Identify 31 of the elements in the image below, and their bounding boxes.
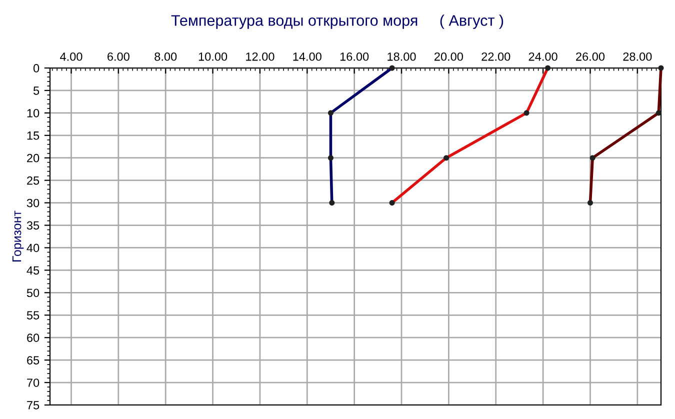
y-tick-label: 5 — [33, 86, 40, 95]
y-tick-label: 40 — [26, 244, 40, 252]
y-tick-label: 10 — [27, 108, 40, 118]
y-tick-label: 45 — [26, 266, 40, 275]
y-axis-title: Горизонт — [12, 210, 24, 262]
x-tick-label: 26.00 — [576, 52, 605, 61]
y-tick-label: 30 — [26, 198, 40, 208]
x-tick-label: 20.00 — [434, 52, 463, 61]
x-tick-label: 22.00 — [482, 52, 510, 61]
y-tick-label: 50 — [26, 288, 40, 298]
x-tick-label: 6.00 — [108, 52, 130, 61]
x-tick-label: 18.00 — [388, 52, 416, 61]
x-tick-label: 12.00 — [246, 52, 274, 61]
y-tick-label: 35 — [26, 221, 40, 230]
x-tick-label: 16.00 — [340, 52, 369, 61]
y-tick-label: 75 — [27, 401, 40, 410]
x-tick-label: 8.00 — [154, 52, 177, 61]
x-tick-label: 24.00 — [528, 52, 558, 61]
y-tick-label: 65 — [27, 356, 40, 364]
x-tick-label: 28.00 — [623, 52, 652, 61]
y-tick-label: 70 — [27, 378, 40, 387]
y-tick-label: 0 — [33, 64, 40, 72]
y-tick-label: 15 — [27, 132, 40, 140]
x-tick-label: 10.00 — [198, 52, 228, 61]
y-tick-label: 60 — [27, 334, 40, 342]
y-tick-label: 55 — [26, 311, 40, 320]
y-tick-label: 20 — [27, 154, 40, 162]
y-tick-label: 25 — [27, 176, 40, 185]
x-tick-label: 4.00 — [60, 52, 82, 61]
chart-title: Температура воды открытого моря ( Август ) — [171, 14, 504, 29]
x-tick-label: 14.00 — [293, 52, 322, 61]
